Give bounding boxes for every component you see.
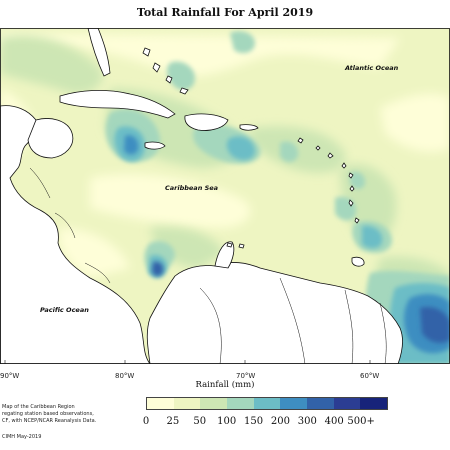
legend-swatch xyxy=(360,398,388,409)
lon-label-90w: 90°W xyxy=(0,372,20,380)
legend-tick-label: 100 xyxy=(217,416,237,427)
country-borders xyxy=(29,167,387,364)
atlantic-ocean-label: Atlantic Ocean xyxy=(344,64,399,72)
legend-swatch xyxy=(147,398,174,409)
lon-label-80w: 80°W xyxy=(115,372,135,380)
note-line-1: Map of the Caribbean Region xyxy=(2,404,75,410)
lon-label-70w: 70°W xyxy=(236,372,256,380)
legend-tick-label: 300 xyxy=(297,416,317,427)
land-masses xyxy=(0,28,404,364)
legend-swatch xyxy=(200,398,228,409)
note-line-3: CF, with NCEP/NCAR Reanalysis Data. xyxy=(2,418,97,424)
legend-tick-label: 400 xyxy=(324,416,344,427)
legend-swatch xyxy=(173,398,201,409)
legend-tick-label: 50 xyxy=(193,416,207,427)
legend-tick-label: 500+ xyxy=(347,416,375,427)
legend-swatch xyxy=(333,398,361,409)
lon-label-60w: 60°W xyxy=(360,372,380,380)
legend-tick-label: 0 xyxy=(142,416,150,427)
legend-color-bar xyxy=(146,397,388,410)
axis-title: Rainfall (mm) xyxy=(195,380,255,390)
legend-tick-label: 200 xyxy=(270,416,290,427)
legend-swatch xyxy=(280,398,308,409)
caribbean-sea-label: Caribbean Sea xyxy=(165,184,218,192)
legend-tick-label: 25 xyxy=(166,416,180,427)
note-line-2: regating station based observations, xyxy=(2,411,94,417)
legend-tick-label: 150 xyxy=(244,416,264,427)
rainfall-zones xyxy=(0,31,450,364)
credit-line: CIMH May-2019 xyxy=(2,434,42,440)
legend-swatch xyxy=(307,398,334,409)
rainfall-map: Atlantic Ocean Caribbean Sea Pacific Oce… xyxy=(0,28,450,364)
pacific-ocean-label: Pacific Ocean xyxy=(40,306,89,314)
legend-swatch xyxy=(227,398,254,409)
map-title: Total Rainfall For April 2019 xyxy=(136,6,314,19)
legend-swatch xyxy=(253,398,281,409)
